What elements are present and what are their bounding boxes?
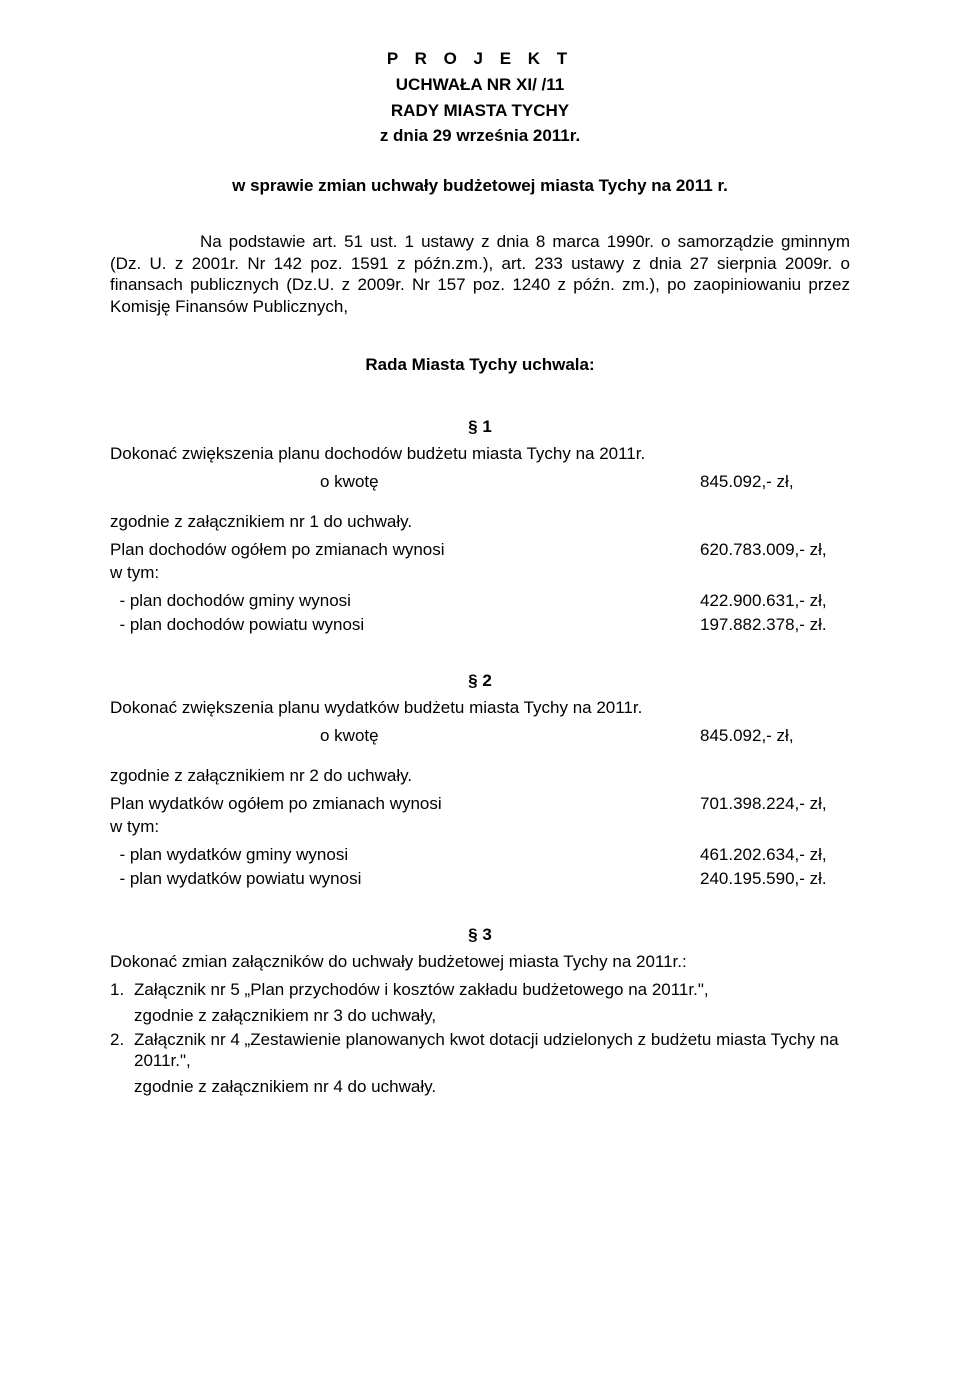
s2-powiatu-value: 240.195.590,- zł. [700,868,850,890]
s1-plan-ogolem-value: 620.783.009,- zł, [700,539,850,561]
s2-gminy-value: 461.202.634,- zł, [700,844,850,866]
s2-lead: Dokonać zwiększenia planu wydatków budże… [110,697,850,719]
uchwala-number: UCHWAŁA NR XI/ /11 [110,74,850,96]
date-line: z dnia 29 września 2011r. [110,125,850,147]
s2-zgodnie: zgodnie z załącznikiem nr 2 do uchwały. [110,765,850,787]
section-2-number: § 2 [110,670,850,692]
subject-line: w sprawie zmian uchwały budżetowej miast… [110,175,850,197]
s1-powiatu-label: - plan dochodów powiatu wynosi [110,614,700,636]
s2-wtym: w tym: [110,816,850,838]
s2-plan-ogolem-row: Plan wydatków ogółem po zmianach wynosi … [110,793,850,815]
s2-plan-ogolem-label: Plan wydatków ogółem po zmianach wynosi [110,793,700,815]
s2-powiatu-row: - plan wydatków powiatu wynosi 240.195.5… [110,868,850,890]
s1-plan-ogolem-row: Plan dochodów ogółem po zmianach wynosi … [110,539,850,561]
s3-item-2-text: Załącznik nr 4 „Zestawienie planowanych … [134,1029,850,1073]
section-3-number: § 3 [110,924,850,946]
s1-wtym: w tym: [110,562,850,584]
document-page: P R O J E K T UCHWAŁA NR XI/ /11 RADY MI… [0,0,960,1396]
projekt-label: P R O J E K T [110,48,850,70]
proclaim-line: Rada Miasta Tychy uchwala: [110,354,850,376]
rady-line: RADY MIASTA TYCHY [110,100,850,122]
s3-item-1-num: 1. [110,979,134,1001]
s1-powiatu-value: 197.882.378,- zł. [700,614,850,636]
section-1-number: § 1 [110,416,850,438]
s3-item-1-text: Załącznik nr 5 „Plan przychodów i kosztó… [134,979,850,1001]
s2-powiatu-label: - plan wydatków powiatu wynosi [110,868,700,890]
s3-list-2: 2. Załącznik nr 4 „Zestawienie planowany… [110,1029,850,1073]
document-header: P R O J E K T UCHWAŁA NR XI/ /11 RADY MI… [110,48,850,147]
s2-okwote-row: o kwotę 845.092,- zł, [110,725,850,747]
s3-item-2-sub: zgodnie z załącznikiem nr 4 do uchwały. [134,1076,850,1098]
s3-list: 1. Załącznik nr 5 „Plan przychodów i kos… [110,979,850,1001]
s1-gminy-row: - plan dochodów gminy wynosi 422.900.631… [110,590,850,612]
s2-plan-ogolem-value: 701.398.224,- zł, [700,793,850,815]
s1-okwote-label: o kwotę [110,471,700,493]
s1-powiatu-row: - plan dochodów powiatu wynosi 197.882.3… [110,614,850,636]
legal-basis: Na podstawie art. 51 ust. 1 ustawy z dni… [110,231,850,318]
s3-item-1: 1. Załącznik nr 5 „Plan przychodów i kos… [110,979,850,1001]
s1-okwote-value: 845.092,- zł, [700,471,850,493]
s1-okwote-row: o kwotę 845.092,- zł, [110,471,850,493]
s1-plan-ogolem-label: Plan dochodów ogółem po zmianach wynosi [110,539,700,561]
s3-item-2: 2. Załącznik nr 4 „Zestawienie planowany… [110,1029,850,1073]
s2-okwote-label: o kwotę [110,725,700,747]
s3-lead: Dokonać zmian załączników do uchwały bud… [110,951,850,973]
s2-okwote-value: 845.092,- zł, [700,725,850,747]
s3-item-2-num: 2. [110,1029,134,1073]
s1-gminy-value: 422.900.631,- zł, [700,590,850,612]
s1-zgodnie: zgodnie z załącznikiem nr 1 do uchwały. [110,511,850,533]
s2-gminy-label: - plan wydatków gminy wynosi [110,844,700,866]
s3-item-1-sub: zgodnie z załącznikiem nr 3 do uchwały, [134,1005,850,1027]
s2-gminy-row: - plan wydatków gminy wynosi 461.202.634… [110,844,850,866]
s1-lead: Dokonać zwiększenia planu dochodów budże… [110,443,850,465]
s1-gminy-label: - plan dochodów gminy wynosi [110,590,700,612]
